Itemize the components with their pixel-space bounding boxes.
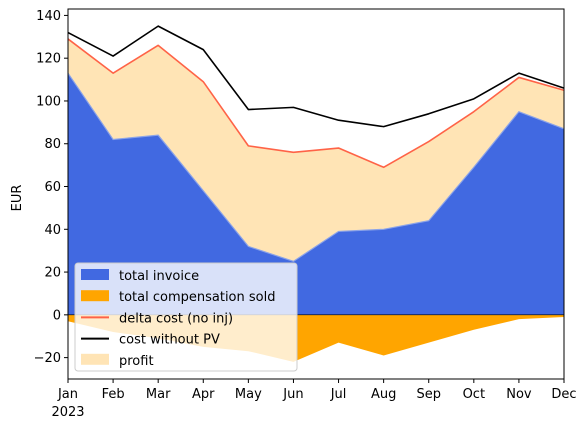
y-tick-label: 60 [44, 180, 61, 195]
x-tick-label: Jan [57, 387, 78, 402]
y-tick-label: 80 [44, 137, 61, 152]
x-tick-label: Mar [146, 387, 171, 402]
y-tick-label: 0 [53, 308, 61, 323]
axes-layer: −20 0 20 40 60 80 100 120 140 Jan Feb Mar Apr May Jun J… [34, 8, 577, 402]
lines-layer [67, 25, 565, 169]
legend-swatch-area [81, 353, 109, 365]
legend-label: total compensation sold [119, 290, 275, 305]
legend-box [74, 262, 298, 372]
x-tick-label: Nov [506, 387, 532, 402]
y-tick-label: 40 [44, 223, 61, 238]
x-tick-label: Jun [282, 387, 303, 402]
x-tick-label: Aug [371, 387, 396, 402]
legend-label: delta cost (no inj) [119, 311, 233, 326]
x-tick-label: Sep [416, 387, 441, 402]
legend: total invoice total compensation sold delt… [74, 262, 298, 372]
y-tick-label: 20 [44, 266, 61, 281]
x-tick-label: Oct [463, 387, 485, 402]
legend-label: profit [119, 354, 154, 369]
y-tick-label: 120 [36, 52, 61, 67]
line-cost-without-pv [67, 25, 565, 128]
legend-swatch-area [81, 290, 109, 302]
x-tick-label: May [235, 387, 262, 402]
line-delta-cost-no-inj- [67, 38, 565, 169]
x-tick-label: Dec [551, 387, 576, 402]
legend-swatch-area [81, 269, 109, 280]
legend-label: total invoice [119, 269, 199, 284]
plot-frame [67, 8, 565, 380]
legend-label: cost without PV [119, 333, 220, 348]
x-tick-label: Feb [102, 387, 125, 402]
x-tick-label: Apr [192, 387, 215, 402]
x-year-label: 2023 [51, 405, 84, 420]
y-tick-label: −20 [34, 351, 61, 366]
y-axis-label: EUR [10, 185, 25, 212]
x-tick-label: Jul [330, 387, 347, 402]
invoice-edge [67, 72, 565, 263]
y-tick-label: 100 [36, 94, 61, 109]
area-total-invoice [68, 73, 564, 315]
y-tick-label: 140 [36, 9, 61, 24]
